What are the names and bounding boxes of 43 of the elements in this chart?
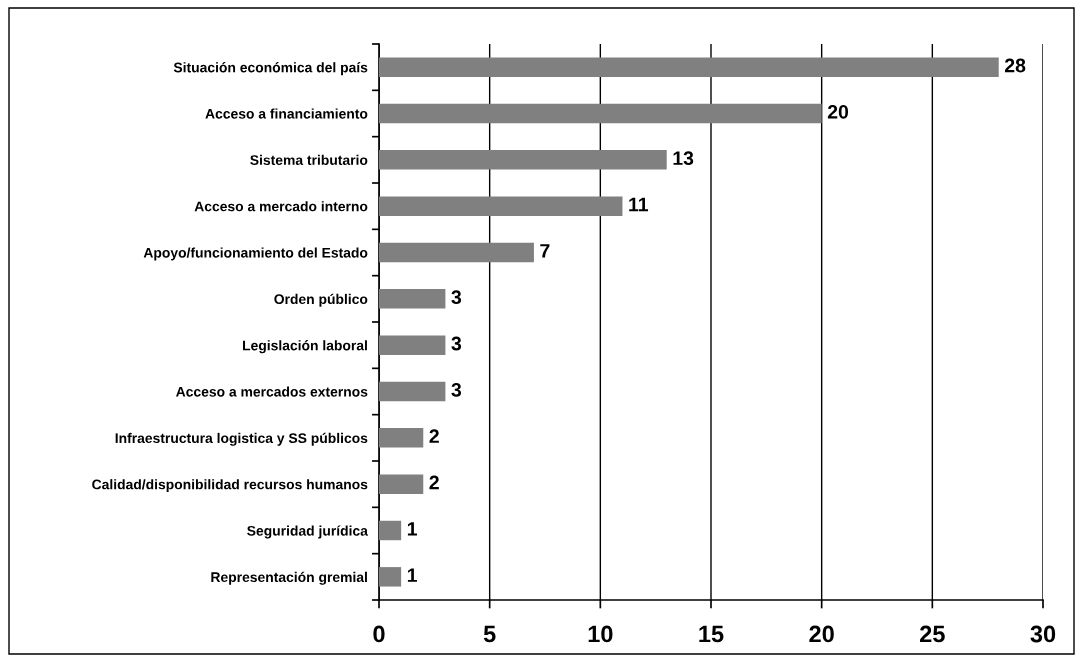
y-tick-label: Acceso a financiamiento: [205, 108, 368, 119]
y-tick-label: Apoyo/funcionamiento del Estado: [143, 247, 368, 261]
y-tick-label: Infraestructura logistica y SS públicos: [115, 432, 368, 446]
data-label: 20: [827, 104, 849, 119]
y-tick-label: Seguridad jurídica: [247, 525, 368, 539]
x-tick-label: 10: [588, 625, 613, 643]
y-tick-label: Acceso a mercado interno: [194, 201, 368, 212]
bar: [379, 103, 822, 124]
bar: [379, 474, 424, 494]
y-tick-label: Sistema tributario: [250, 154, 368, 165]
data-label: 13: [673, 151, 694, 166]
bar: [379, 196, 623, 216]
bar: [379, 520, 402, 541]
x-tick-label: 30: [1030, 625, 1056, 643]
x-tick-label: 5: [483, 625, 496, 643]
x-tick-label: 25: [920, 625, 945, 643]
y-tick-label: Calidad/disponibilidad recursos humanos: [92, 479, 368, 493]
data-label: 7: [540, 244, 550, 258]
data-label: 1: [407, 522, 417, 536]
data-label: 3: [451, 382, 462, 397]
data-label: 3: [451, 336, 462, 351]
y-tick-label: Representación gremial: [211, 571, 367, 585]
y-tick-label: Legislación laboral: [243, 340, 367, 354]
bar: [379, 567, 402, 587]
data-label: 28: [1004, 58, 1026, 73]
y-tick-label: Acceso a mercados externos: [176, 386, 368, 397]
bar: [379, 381, 446, 402]
data-label: 11: [629, 197, 649, 212]
data-label: 1: [407, 568, 417, 582]
x-tick-label: 15: [699, 625, 724, 643]
bar: [379, 57, 999, 77]
y-tick-label: Situación económica del país: [173, 62, 368, 76]
y-tick-label: Orden público: [274, 293, 368, 307]
data-label: 3: [451, 290, 462, 305]
data-label: 2: [429, 475, 439, 490]
data-label: 2: [429, 429, 439, 443]
x-tick-label: 0: [373, 625, 385, 643]
bar: [379, 428, 424, 448]
bar: [379, 289, 446, 309]
bar: [379, 150, 667, 170]
bar: [379, 242, 534, 263]
x-tick-label: 20: [809, 625, 834, 643]
bar: [379, 335, 446, 355]
